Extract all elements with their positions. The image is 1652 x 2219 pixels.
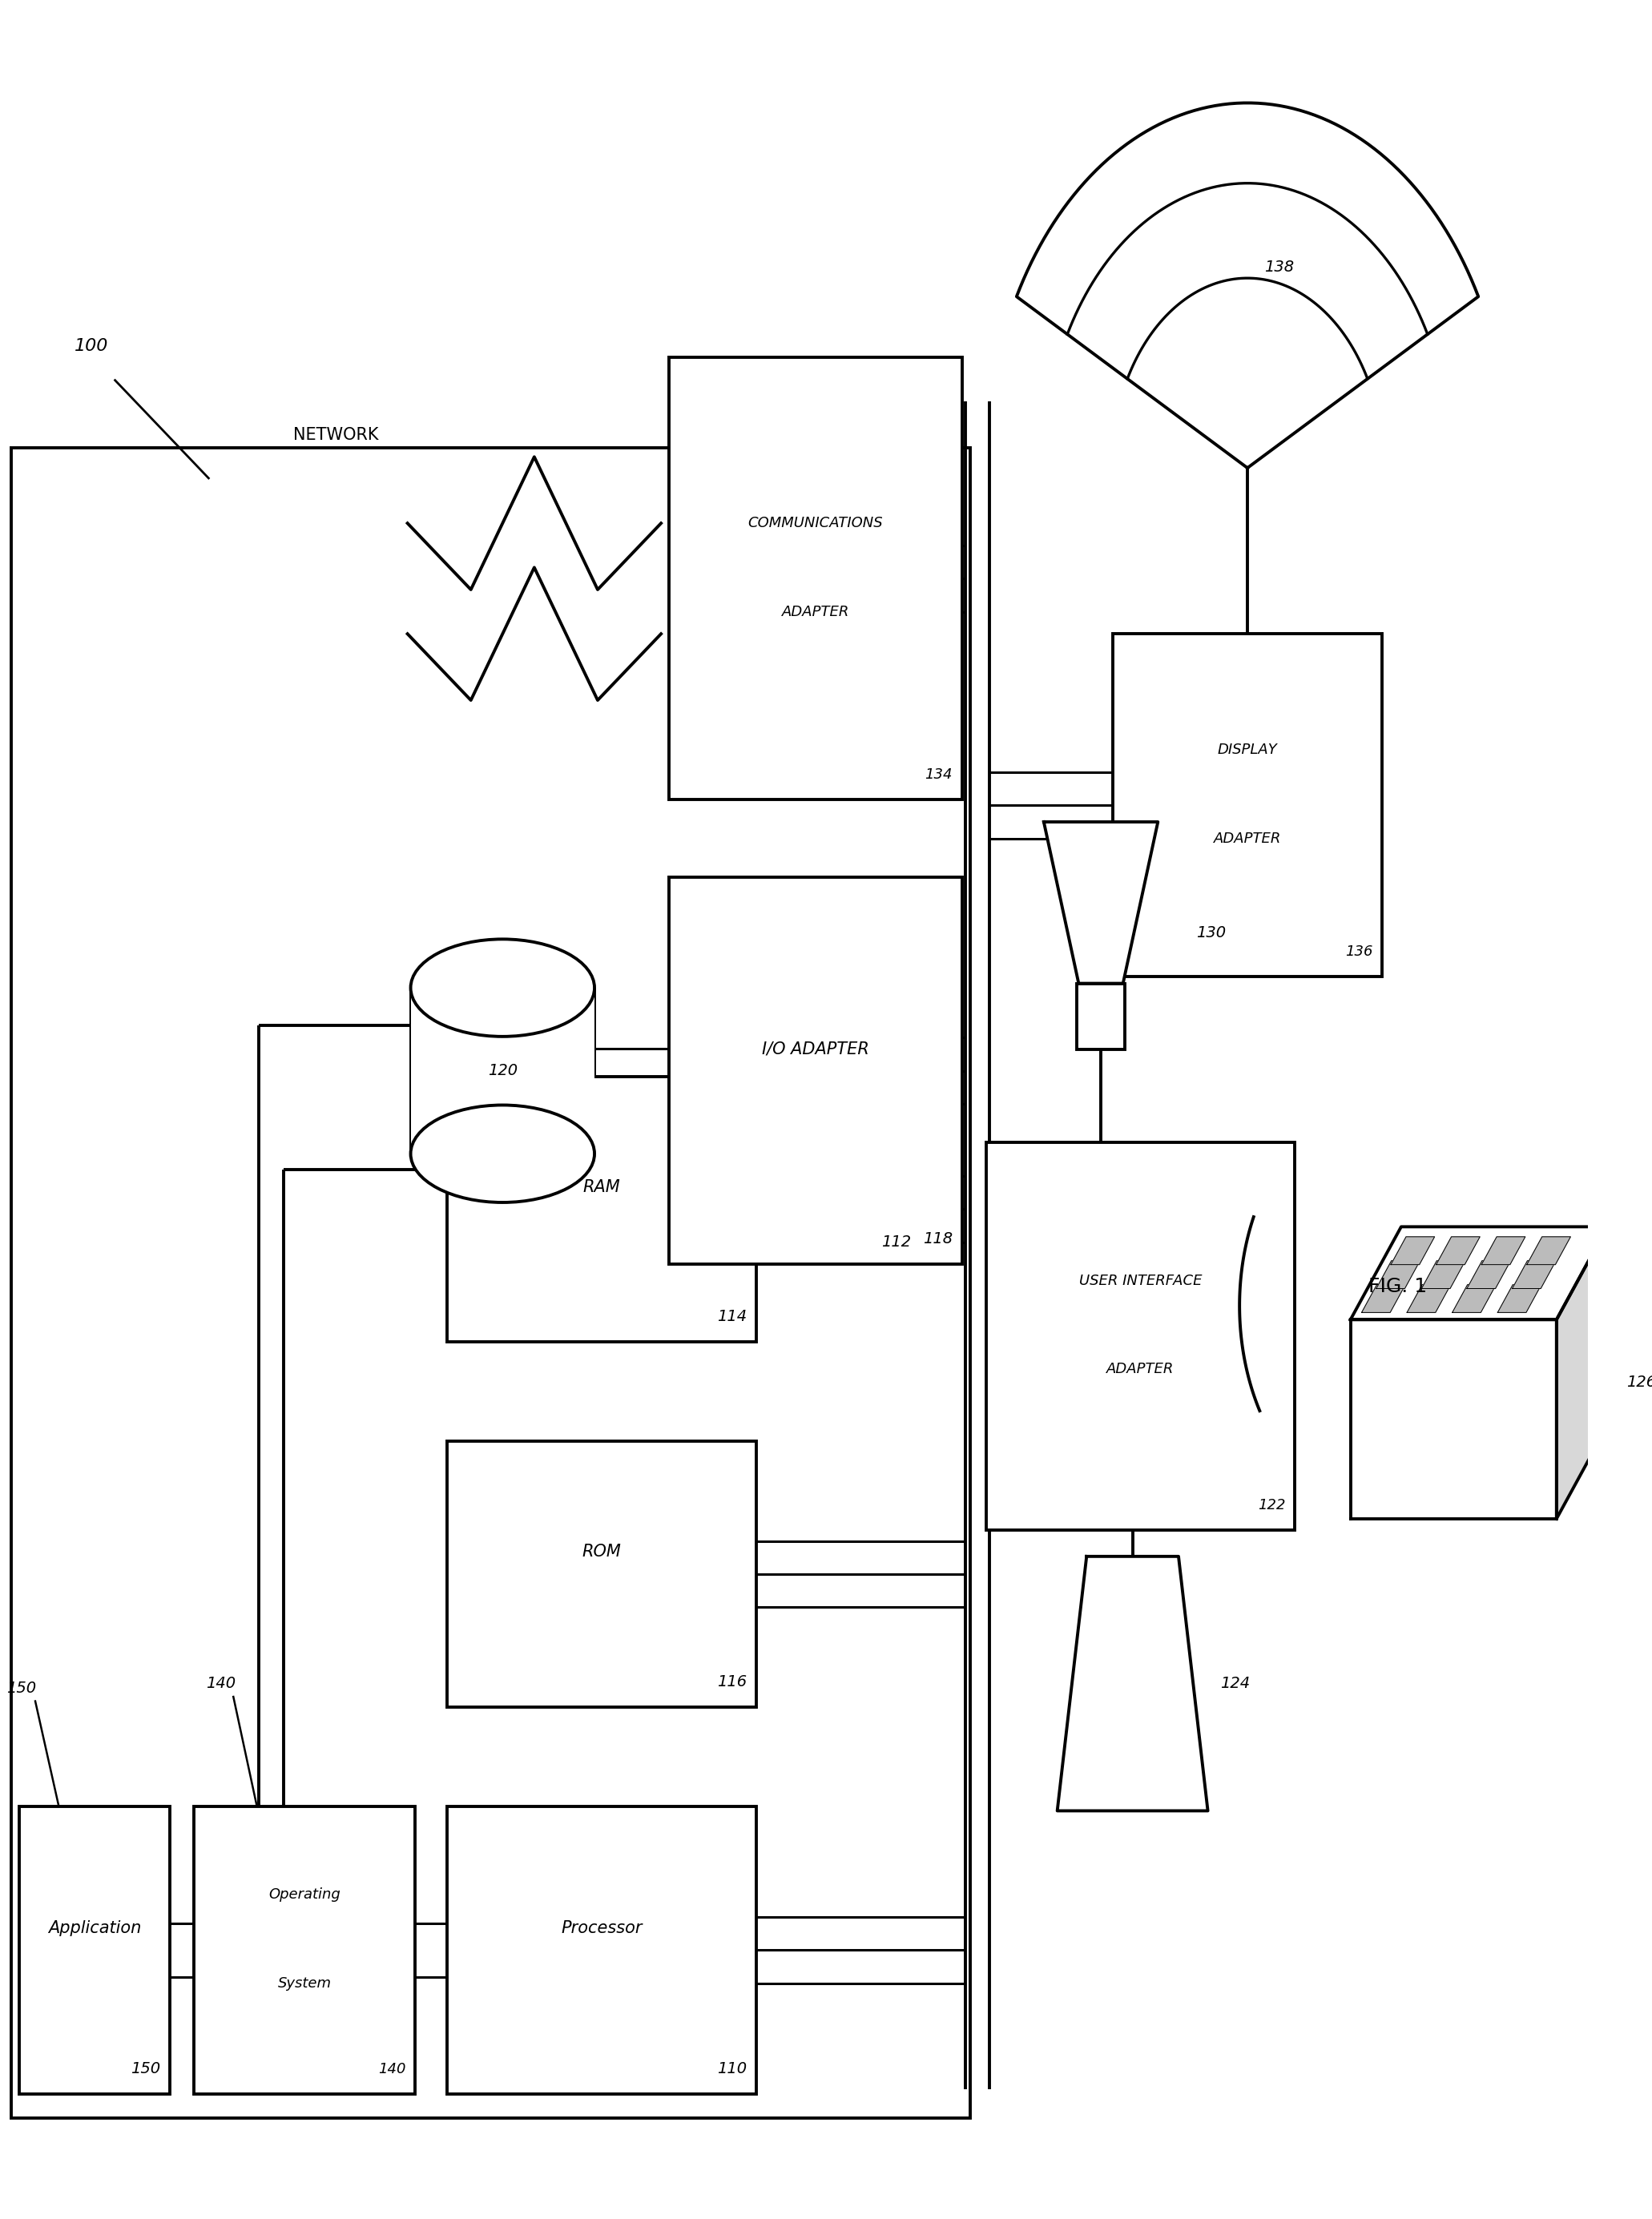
Text: RAM: RAM — [583, 1178, 621, 1196]
FancyBboxPatch shape — [448, 1076, 757, 1342]
Text: 130: 130 — [1196, 925, 1226, 941]
Polygon shape — [1350, 1320, 1556, 1518]
FancyBboxPatch shape — [448, 1806, 757, 2095]
Text: 126: 126 — [1626, 1374, 1652, 1389]
Text: 120: 120 — [487, 1063, 517, 1078]
Polygon shape — [1408, 1285, 1450, 1311]
Text: ROM: ROM — [582, 1544, 621, 1560]
FancyBboxPatch shape — [193, 1806, 415, 2095]
Text: I/O ADAPTER: I/O ADAPTER — [762, 1041, 869, 1056]
Polygon shape — [1482, 1236, 1525, 1265]
FancyBboxPatch shape — [669, 877, 961, 1265]
Text: 140: 140 — [206, 1675, 236, 1691]
Polygon shape — [1526, 1236, 1571, 1265]
Polygon shape — [1016, 102, 1479, 468]
Text: 112: 112 — [882, 1234, 912, 1249]
Polygon shape — [1436, 1236, 1480, 1265]
Text: Operating: Operating — [269, 1888, 340, 1902]
FancyBboxPatch shape — [20, 1806, 170, 2095]
Ellipse shape — [411, 1105, 595, 1203]
Polygon shape — [1350, 1227, 1607, 1320]
Polygon shape — [1498, 1285, 1541, 1311]
Text: 136: 136 — [1345, 945, 1373, 959]
Polygon shape — [1452, 1285, 1497, 1311]
Polygon shape — [1467, 1260, 1510, 1289]
Text: FIG. 1: FIG. 1 — [1370, 1276, 1427, 1296]
Text: ADAPTER: ADAPTER — [1107, 1362, 1175, 1376]
Text: 100: 100 — [74, 337, 109, 355]
Text: Application: Application — [48, 1919, 140, 1935]
Text: ADAPTER: ADAPTER — [1214, 832, 1282, 845]
Polygon shape — [1057, 1556, 1208, 1811]
Polygon shape — [1556, 1227, 1607, 1518]
Polygon shape — [1361, 1285, 1406, 1311]
Text: System: System — [278, 1977, 332, 1990]
Text: 114: 114 — [717, 1309, 747, 1325]
Text: 134: 134 — [925, 768, 953, 781]
Ellipse shape — [411, 939, 595, 1036]
Polygon shape — [1044, 821, 1158, 983]
Text: Processor: Processor — [562, 1919, 643, 1935]
Text: 122: 122 — [1257, 1498, 1285, 1511]
Polygon shape — [1512, 1260, 1556, 1289]
Text: 110: 110 — [717, 2061, 747, 2077]
FancyBboxPatch shape — [1113, 635, 1383, 976]
Text: 138: 138 — [1264, 260, 1294, 275]
Polygon shape — [1422, 1260, 1465, 1289]
Text: USER INTERFACE: USER INTERFACE — [1079, 1274, 1203, 1289]
Text: 150: 150 — [131, 2061, 160, 2077]
Text: 140: 140 — [378, 2061, 406, 2077]
Polygon shape — [411, 987, 595, 1154]
FancyBboxPatch shape — [986, 1143, 1295, 1529]
Text: ADAPTER: ADAPTER — [781, 604, 849, 619]
Polygon shape — [1391, 1236, 1434, 1265]
Text: 150: 150 — [7, 1680, 36, 1695]
Text: COMMUNICATIONS: COMMUNICATIONS — [748, 517, 884, 530]
Text: 124: 124 — [1221, 1675, 1251, 1691]
Text: 118: 118 — [923, 1232, 953, 1247]
FancyBboxPatch shape — [1077, 983, 1125, 1050]
Text: NETWORK: NETWORK — [294, 426, 378, 444]
Polygon shape — [1376, 1260, 1421, 1289]
Text: 116: 116 — [717, 1673, 747, 1689]
Text: DISPLAY: DISPLAY — [1218, 743, 1277, 757]
FancyBboxPatch shape — [669, 357, 961, 799]
FancyBboxPatch shape — [448, 1442, 757, 1706]
